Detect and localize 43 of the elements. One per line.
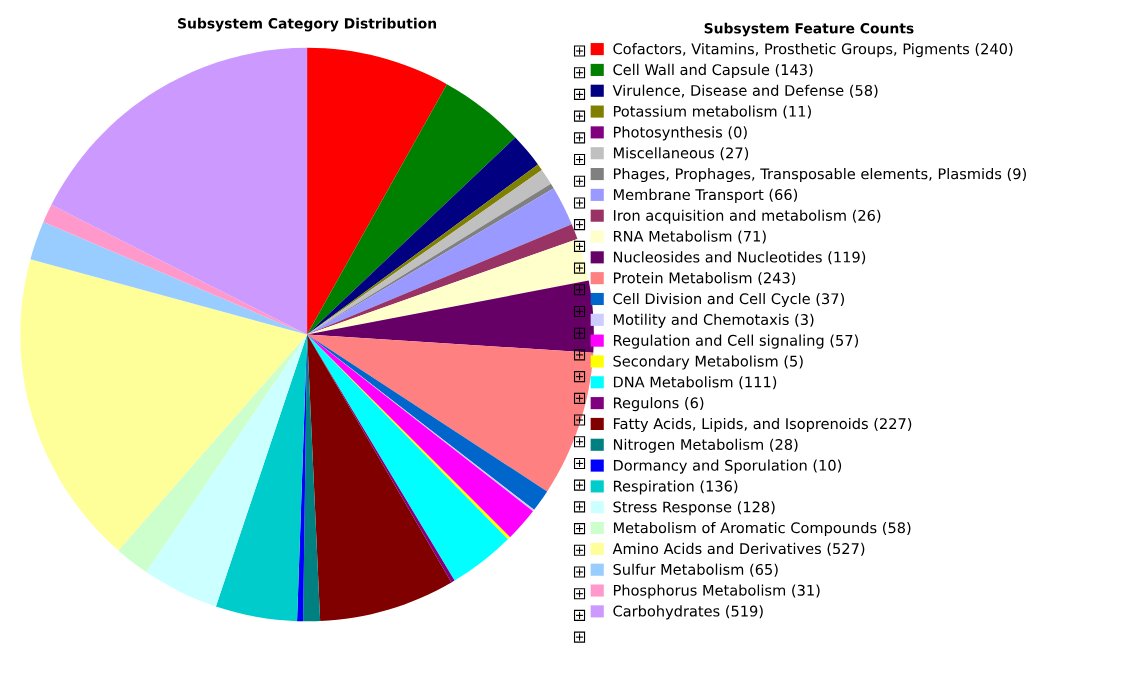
chart-title: Subsystem Category Distribution — [178, 17, 437, 32]
legend-label: Cell Wall and Capsule (143) — [613, 63, 813, 78]
legend-label: Iron acquisition and metabolism (26) — [613, 209, 881, 224]
legend-label: Cell Division and Cell Cycle (37) — [613, 292, 844, 308]
legend-label: Miscellaneous (27) — [613, 147, 749, 161]
legend-label: Protein Metabolism (243) — [613, 272, 796, 286]
pie-slice — [307, 334, 594, 492]
legend-label: Secondary Metabolism (5) — [613, 355, 803, 370]
legend-label: Carbohydrates (519) — [613, 605, 763, 620]
pie-slice — [307, 280, 594, 353]
pie-slice — [51, 47, 308, 335]
pie-slice — [307, 334, 508, 581]
legend-label: Nucleosides and Nucleotides (119) — [613, 251, 866, 265]
pie-slice — [307, 334, 452, 622]
legend-label: Sulfur Metabolism (65) — [613, 563, 778, 577]
legend-label: Nitrogen Metabolism (28) — [613, 438, 798, 453]
pie-slice — [307, 84, 516, 335]
pie-slice — [307, 47, 447, 335]
legend-label: Phages, Prophages, Transposable elements, Plasmids (9) — [613, 167, 1026, 183]
legend-label: Regulation and Cell signaling (57) — [613, 334, 859, 349]
legend-label: Metabolism of Aromatic Compounds (58) — [613, 522, 911, 537]
legend-label: Respiration (136) — [613, 480, 738, 495]
legend-label: Regulons (6) — [613, 397, 704, 412]
pie-slice — [146, 334, 308, 607]
legend-title: Subsystem Feature Counts — [704, 22, 914, 37]
legend-label: Phosphorus Metabolism (31) — [613, 584, 820, 599]
legend-label: Photosynthesis (0) — [613, 126, 747, 141]
pie-slice — [118, 334, 308, 573]
legend-label: Virulence, Disease and Defense (58) — [612, 84, 878, 98]
legend-label: Membrane Transport (66) — [613, 188, 798, 203]
legend-label: Stress Response (128) — [613, 501, 775, 516]
legend-label: Dormancy and Sporulation (10) — [613, 459, 842, 474]
legend-label: Amino Acids and Derivatives (527) — [612, 542, 865, 556]
legend-label: Cofactors, Vitamins, Prosthetic Groups, Pigments (240) — [613, 43, 1013, 58]
legend-label: DNA Metabolism (111) — [613, 376, 777, 390]
pie-slice — [215, 334, 308, 622]
pie-slice — [30, 221, 308, 335]
legend-label: Potassium metabolism (11) — [613, 105, 811, 119]
pie-slice — [20, 259, 308, 551]
legend-label: RNA Metabolism (71) — [613, 230, 766, 244]
pie-slice — [307, 238, 589, 335]
legend-label: Motility and Chemotaxis (3) — [613, 313, 814, 328]
legend-label: Fatty Acids, Lipids, and Isoprenoids (227) — [613, 417, 912, 432]
